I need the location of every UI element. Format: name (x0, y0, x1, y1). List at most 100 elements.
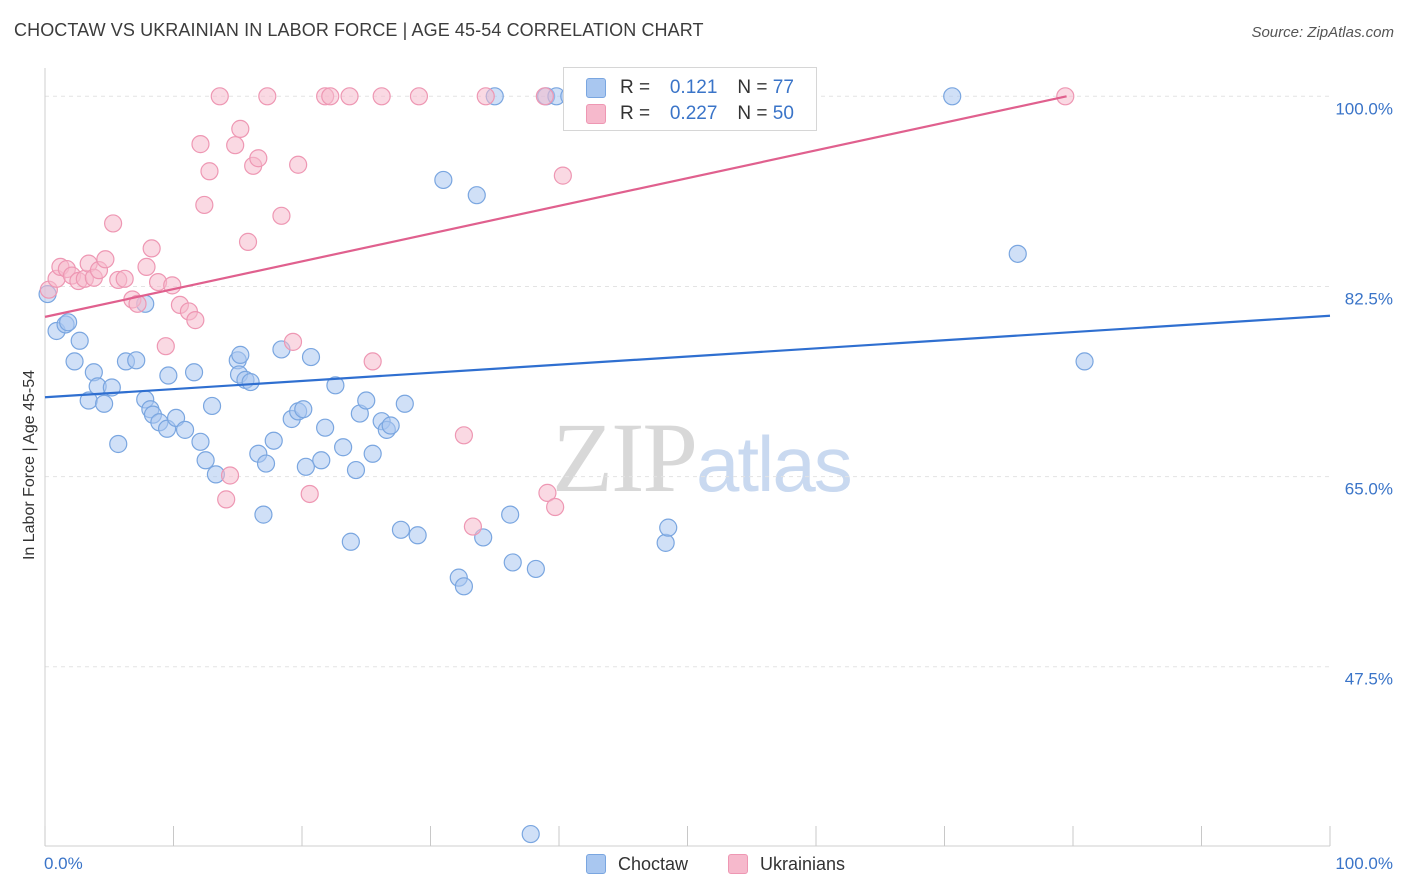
point-ukrainians (272, 206, 291, 225)
point-choctaw (395, 394, 414, 413)
point-ukrainians (289, 155, 308, 174)
point-choctaw (127, 351, 146, 370)
point-choctaw (1008, 244, 1027, 263)
point-choctaw (408, 526, 427, 545)
point-ukrainians (96, 250, 115, 269)
point-ukrainians (137, 257, 156, 276)
point-choctaw (326, 376, 345, 395)
trendline-choctaw (44, 314, 1331, 399)
x-tick-label: 0.0% (44, 854, 83, 873)
point-choctaw (341, 532, 360, 551)
point-ukrainians (454, 426, 474, 445)
point-choctaw (346, 460, 366, 480)
point-ukrainians (538, 483, 557, 502)
bottom-legend-swatch-choctaw (586, 854, 606, 874)
point-ukrainians (142, 239, 161, 258)
y-tick-label: 47.5% (1345, 670, 1393, 689)
point-ukrainians (217, 490, 236, 509)
legend-r-value: 0.227 (669, 103, 718, 124)
point-choctaw (467, 186, 486, 205)
y-tick-label: 82.5% (1345, 289, 1393, 308)
watermark: ZIPatlas (552, 400, 853, 515)
point-choctaw (184, 363, 204, 382)
point-choctaw (241, 372, 260, 392)
point-ukrainians (258, 87, 277, 106)
point-ukrainians (463, 517, 483, 536)
point-choctaw (202, 396, 222, 416)
point-choctaw (454, 577, 474, 596)
point-ukrainians (372, 87, 391, 106)
point-choctaw (191, 432, 210, 451)
point-ukrainians (200, 162, 219, 181)
point-ukrainians (128, 294, 147, 313)
point-choctaw (159, 366, 178, 385)
point-choctaw (316, 418, 335, 437)
point-choctaw (391, 520, 411, 539)
point-ukrainians (210, 87, 229, 106)
legend-n-value: 50 (772, 103, 794, 124)
legend-r-value: 0.121 (669, 77, 718, 98)
bottom-legend-label-ukrainians: Ukrainians (760, 853, 846, 874)
point-ukrainians (249, 149, 268, 168)
bottom-legend-label-choctaw: Choctaw (618, 853, 689, 874)
x-tick-label: 100.0% (1335, 854, 1393, 873)
point-ukrainians (300, 484, 319, 504)
point-choctaw (526, 559, 545, 579)
point-choctaw (264, 431, 283, 450)
watermark-atlas: atlas (696, 420, 853, 508)
point-ukrainians (115, 269, 134, 288)
point-ukrainians (535, 87, 554, 106)
point-ukrainians (231, 119, 250, 138)
point-choctaw (70, 331, 89, 350)
point-choctaw (659, 518, 678, 537)
y-tick-label: 100.0% (1335, 99, 1393, 118)
point-ukrainians (321, 87, 340, 106)
point-choctaw (196, 451, 215, 470)
point-ukrainians (220, 466, 240, 485)
point-ukrainians (226, 136, 245, 155)
legend-row-ukrainians: R = 0.227 N = 50 (586, 102, 794, 126)
point-choctaw (294, 400, 313, 419)
point-choctaw (109, 434, 128, 454)
point-choctaw (434, 170, 453, 190)
point-ukrainians (156, 337, 175, 356)
trendline-ukrainians (44, 95, 1067, 318)
point-ukrainians (476, 87, 495, 106)
point-choctaw (943, 87, 962, 106)
point-choctaw (503, 553, 522, 572)
point-choctaw (59, 313, 78, 332)
legend-swatch-choctaw (586, 78, 606, 98)
legend-r-label: R = (620, 103, 651, 124)
point-ukrainians (104, 214, 123, 233)
legend-n-label: N = (737, 77, 768, 98)
watermark-zip: ZIP (552, 402, 698, 513)
point-choctaw (296, 457, 315, 476)
point-ukrainians (340, 87, 359, 106)
point-ukrainians (363, 352, 382, 371)
y-tick-label: 65.0% (1345, 480, 1393, 499)
legend-swatch-ukrainians (586, 104, 606, 124)
point-ukrainians (546, 497, 565, 517)
point-choctaw (95, 394, 114, 413)
point-ukrainians (238, 232, 258, 251)
point-choctaw (1075, 352, 1094, 371)
legend-r-label: R = (620, 77, 651, 98)
legend-row-choctaw: R = 0.121 N = 77 (586, 76, 794, 100)
bottom-legend-choctaw: Choctaw (586, 852, 688, 876)
point-ukrainians (186, 311, 205, 330)
legend-n-value: 77 (772, 77, 794, 98)
stats-legend: R = 0.121 N = 77 R = 0.227 N = 50 (563, 67, 817, 131)
point-choctaw (357, 391, 376, 410)
point-choctaw (363, 444, 382, 463)
point-choctaw (231, 345, 250, 364)
point-choctaw (254, 505, 273, 524)
point-choctaw (312, 451, 331, 470)
point-choctaw (521, 824, 540, 844)
point-ukrainians (553, 166, 572, 185)
point-choctaw (175, 420, 195, 439)
point-choctaw (256, 454, 276, 473)
chart-title: CHOCTAW VS UKRAINIAN IN LABOR FORCE | AG… (14, 20, 704, 40)
source-label: Source: ZipAtlas.com (1251, 24, 1394, 41)
point-ukrainians (283, 332, 303, 351)
